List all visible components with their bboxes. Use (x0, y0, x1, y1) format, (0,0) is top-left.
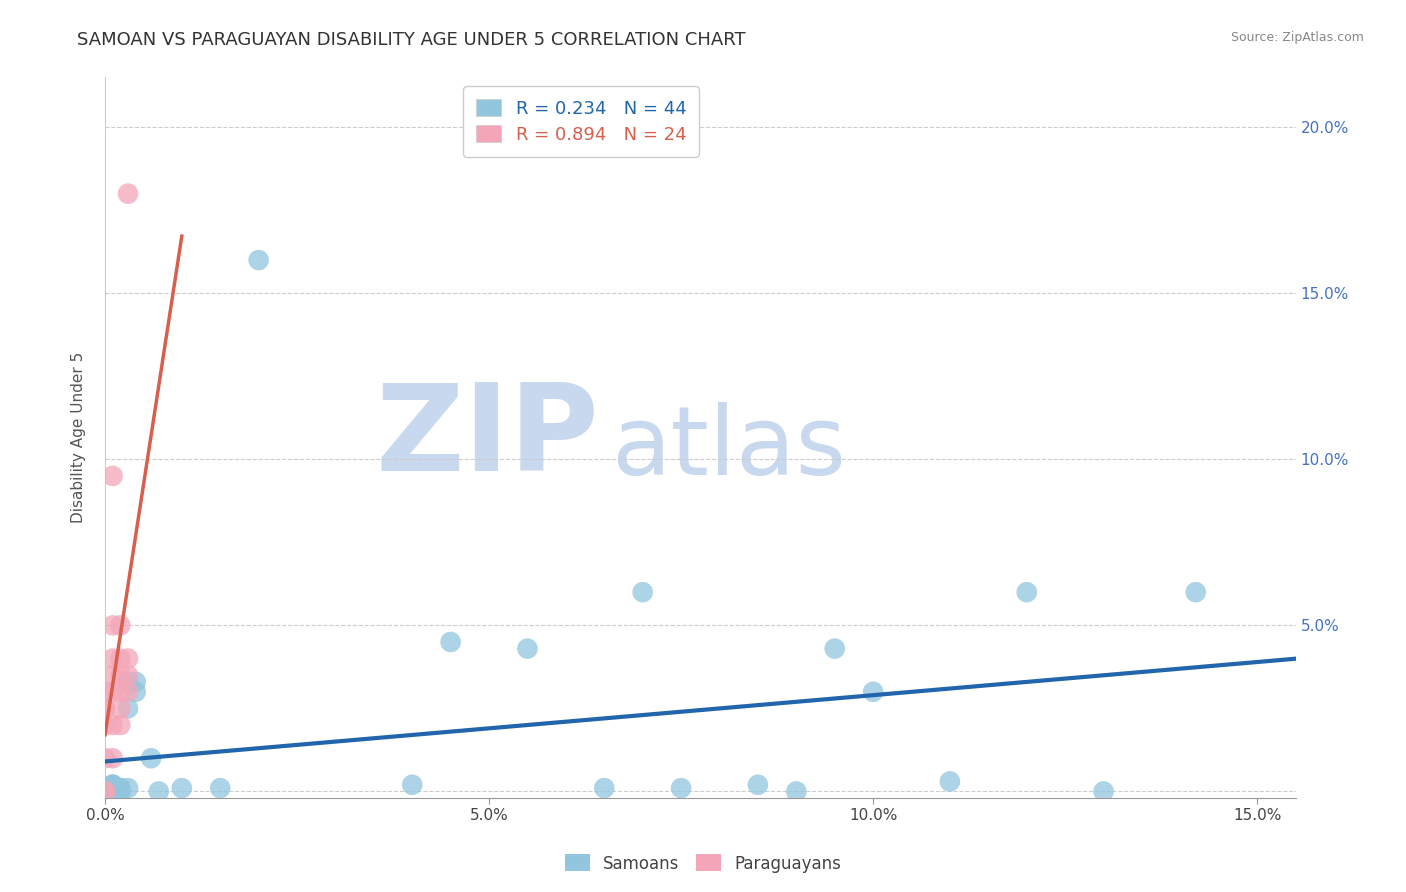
Point (94, 781, 117, 796)
Point (110, 784, 132, 798)
Point (117, 701, 139, 715)
Point (101, 685, 124, 699)
Point (94, 781, 117, 796)
Point (110, 781, 132, 796)
Point (110, 784, 132, 798)
Point (94, 784, 117, 798)
Point (117, 685, 139, 699)
Point (209, 781, 232, 796)
Point (101, 651, 124, 665)
Point (669, 781, 692, 796)
Point (94, 718, 117, 732)
Point (94, 784, 117, 798)
Point (110, 781, 132, 796)
Point (117, 186, 139, 201)
Point (824, 641, 846, 656)
Point (101, 784, 124, 798)
Text: Source: ZipAtlas.com: Source: ZipAtlas.com (1230, 31, 1364, 45)
Point (110, 718, 132, 732)
Point (939, 774, 962, 789)
Point (785, 784, 807, 798)
Point (101, 778, 124, 792)
Point (110, 668, 132, 682)
Point (101, 781, 124, 796)
Point (401, 778, 423, 792)
Legend: R = 0.234   N = 44, R = 0.894   N = 24: R = 0.234 N = 44, R = 0.894 N = 24 (464, 87, 699, 157)
Point (94, 784, 117, 798)
Text: atlas: atlas (612, 402, 846, 495)
Point (94, 781, 117, 796)
Point (94, 781, 117, 796)
Point (862, 685, 884, 699)
Point (101, 469, 124, 483)
Point (94, 701, 117, 715)
Point (1015, 585, 1038, 599)
Point (101, 778, 124, 792)
Point (94, 701, 117, 715)
Point (101, 668, 124, 682)
Point (117, 668, 139, 682)
Point (148, 784, 170, 798)
Point (101, 781, 124, 796)
Legend: Samoans, Paraguayans: Samoans, Paraguayans (558, 847, 848, 880)
Point (110, 685, 132, 699)
Point (593, 781, 616, 796)
Point (94, 751, 117, 765)
Point (94, 784, 117, 798)
Point (101, 784, 124, 798)
Point (170, 781, 193, 796)
Point (247, 253, 270, 268)
Point (1184, 585, 1206, 599)
Point (101, 751, 124, 765)
Point (101, 781, 124, 796)
Point (631, 585, 654, 599)
Point (110, 618, 132, 632)
Point (125, 674, 148, 689)
Point (747, 778, 769, 792)
Point (1092, 784, 1115, 798)
Text: SAMOAN VS PARAGUAYAN DISABILITY AGE UNDER 5 CORRELATION CHART: SAMOAN VS PARAGUAYAN DISABILITY AGE UNDE… (77, 31, 747, 49)
Y-axis label: Disability Age Under 5: Disability Age Under 5 (72, 352, 86, 524)
Point (94, 685, 117, 699)
Point (440, 635, 463, 649)
Point (117, 651, 139, 665)
Point (94, 784, 117, 798)
Point (516, 641, 538, 656)
Point (139, 751, 162, 765)
Point (101, 778, 124, 792)
Point (117, 674, 139, 689)
Point (94, 784, 117, 798)
Point (101, 618, 124, 632)
Point (110, 651, 132, 665)
Point (117, 781, 139, 796)
Point (101, 718, 124, 732)
Text: ZIP: ZIP (375, 379, 599, 496)
Point (110, 701, 132, 715)
Point (125, 685, 148, 699)
